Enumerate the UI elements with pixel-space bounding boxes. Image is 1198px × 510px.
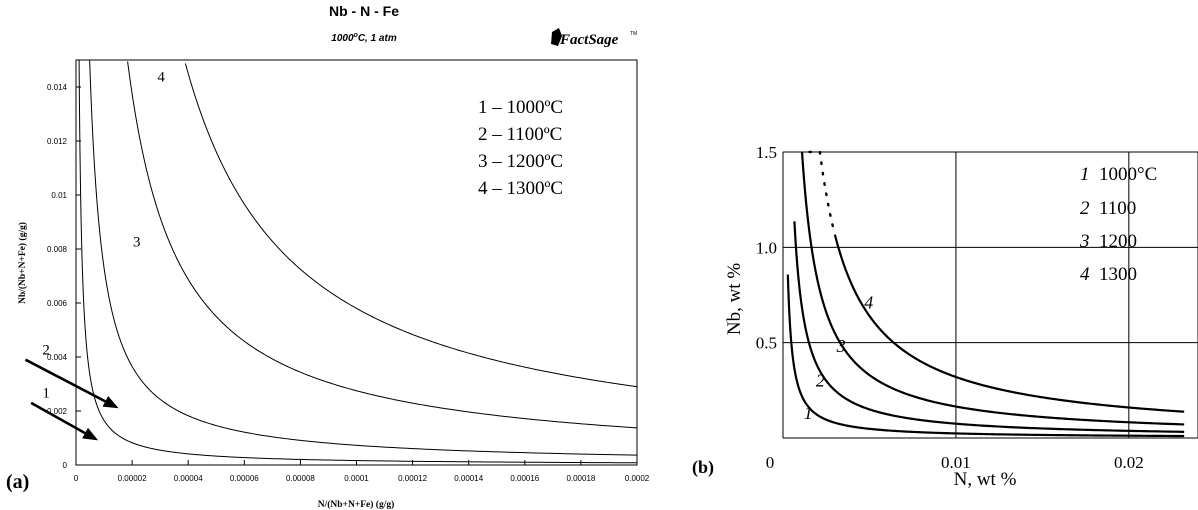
chart-a-legend-entry-4: 4 – 1300ºC: [478, 178, 563, 199]
chart-a-arrow-head: [102, 396, 119, 409]
chart-a-series-3-line: [127, 61, 638, 429]
factsage-logo-text: FactSage: [559, 32, 619, 48]
chart-a-y-tick-label: 0.004: [47, 353, 68, 362]
panel-b-label: (b): [692, 457, 714, 478]
chart-b-legend: 1 1000°C 2 1100 3 1200 4 1300: [1079, 164, 1157, 285]
chart-a-series-1-line: [78, 59, 638, 464]
chart-b-series-2-line: [793, 221, 1185, 433]
chart-b-x-tick-label: 0.01: [941, 453, 971, 472]
chart-a-series-1-label: 1: [42, 386, 50, 402]
chart-a-x-tick-label: 0: [74, 474, 79, 483]
chart-b-y-tick-label: 1.0: [756, 238, 777, 257]
chart-b-series-2-label: 2: [816, 371, 825, 391]
panel-a-label: (a): [6, 471, 29, 493]
chart-b-series-4-line: [833, 234, 1185, 413]
chart-b-y-axis-label: Nb, wt %: [724, 263, 745, 335]
chart-a-arrow-shaft: [30, 401, 86, 435]
factsage-logo-mark: [551, 28, 562, 46]
chart-b-series: [786, 150, 1185, 438]
chart-a-x-tick-label: 0.00008: [286, 474, 315, 483]
chart-a-arrows: [24, 358, 119, 441]
chart-a-series-2-line: [89, 59, 638, 456]
chart-a-arrow-head: [82, 427, 99, 441]
chart-b-legend-text-3: 1200: [1099, 231, 1137, 252]
chart-a-plot-frame: [75, 59, 638, 466]
chart-a-series-4-label: 4: [157, 70, 165, 86]
chart-b-y-tick-label: 0.5: [756, 334, 777, 353]
chart-b-series-4-label: 4: [864, 292, 873, 312]
chart-a-title: Nb - N - Fe: [329, 3, 399, 19]
chart-a-x-tick-label: 0.00016: [510, 474, 539, 483]
chart-a-x-tick-label: 0.00012: [398, 474, 427, 483]
chart-a-y-tick-label: 0.008: [47, 245, 68, 254]
chart-b-legend-text-4: 1300: [1099, 264, 1137, 285]
chart-b-grid: [783, 152, 1198, 438]
chart-a-x-tick-label: 0.0002: [625, 474, 650, 483]
chart-a-y-tick-label: 0.002: [47, 407, 68, 416]
factsage-logo: FactSage TM: [551, 28, 637, 48]
chart-b-y-tick-label: 1.5: [756, 143, 777, 162]
chart-a-x-tick-label: 0.00018: [566, 474, 595, 483]
chart-a-x-ticks: 0 0.00002 0.00004 0.00006 0.00008 0.0001 0.000…: [74, 460, 650, 483]
chart-a-y-tick-label: 0: [63, 461, 68, 470]
chart-a-legend: 1 – 1000ºC 2 – 1100ºC 3 – 1200ºC 4 – 130…: [478, 97, 563, 199]
panel-b: 0.51.01.5 0 0.01 0.02 N, wt % Nb, wt % 123…: [692, 143, 1198, 490]
chart-b-x-tick-label: 0.02: [1114, 453, 1144, 472]
chart-b-legend-num-3: 3: [1079, 231, 1090, 252]
chart-a-x-tick-label: 0.00004: [174, 474, 203, 483]
chart-a-series-4-line: [184, 63, 638, 388]
chart-a-series-labels: 1 2 3 4: [42, 70, 165, 402]
chart-b-series-labels: 123 4: [804, 292, 874, 423]
chart-a-y-tick-label: 0.006: [47, 299, 68, 308]
chart-a-legend-entry-2: 2 – 1100ºC: [478, 124, 562, 145]
chart-a-x-axis-label: N/(Nb+N+Fe) (g/g): [318, 499, 395, 510]
chart-b-x-ticks: 0 0.01 0.02: [766, 453, 1144, 472]
chart-a-series-2-label: 2: [42, 342, 50, 358]
chart-b-series-3-line: [800, 151, 1185, 426]
chart-a-x-tick-label: 0.0001: [344, 474, 369, 483]
chart-a-x-tick-label: 0.00014: [454, 474, 483, 483]
chart-a-x-tick-label: 0.00002: [118, 474, 147, 483]
chart-a-y-tick-label: 0.012: [47, 137, 68, 146]
chart-b-legend-text-1: 1000°C: [1099, 164, 1157, 185]
chart-b-series-1-line: [786, 274, 1185, 438]
chart-a-legend-entry-3: 3 – 1200ºC: [478, 151, 563, 172]
chart-a-x-tick-label: 0.00006: [230, 474, 259, 483]
chart-b-legend-num-2: 2: [1080, 198, 1090, 219]
chart-a-y-tick-label: 0.014: [47, 83, 68, 92]
panel-a: Nb - N - Fe 1000oC, 1 atm FactSage TM 00…: [6, 3, 650, 510]
factsage-logo-tm: TM: [630, 31, 637, 37]
chart-b-series-3-label: 3: [836, 336, 846, 356]
chart-a-arrow-shaft: [24, 358, 106, 403]
chart-b-x-axis-label: N, wt %: [954, 469, 1017, 490]
chart-a-y-axis-label: Nb/(Nb+N+Fe) (g/g): [17, 222, 28, 304]
chart-b-legend-num-1: 1: [1080, 164, 1090, 185]
chart-a-series-3-label: 3: [133, 234, 141, 250]
chart-a-subtitle: 1000oC, 1 atm: [331, 32, 397, 44]
chart-a-y-ticks: 0 0.002 0.004 0.006 0.008 0.01 0.012 0.014: [47, 83, 81, 470]
chart-b-series-1-label: 1: [804, 403, 813, 423]
chart-b-y-ticks: 0.5 1.0 1.5: [756, 143, 777, 353]
chart-b-legend-num-4: 4: [1080, 264, 1090, 285]
chart-b-x-tick-label: 0: [766, 453, 775, 472]
chart-b-legend-text-2: 1100: [1099, 198, 1136, 219]
chart-a-y-tick-label: 0.01: [51, 191, 67, 200]
chart-a-series: [78, 59, 638, 464]
chart-a-legend-entry-1: 1 – 1000ºC: [478, 97, 563, 118]
chart-b-series-4-dotted-extension: [808, 150, 837, 236]
